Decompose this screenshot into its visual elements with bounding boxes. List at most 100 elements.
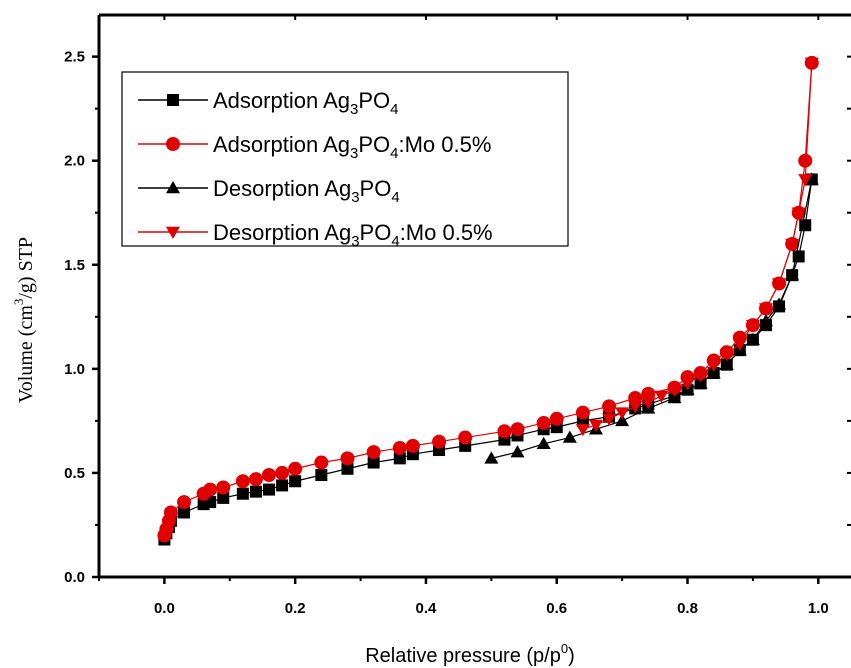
x-axis-title-end: ) bbox=[568, 645, 575, 667]
y-axis-title-pre: Volume (cm bbox=[15, 305, 37, 403]
legend-marker bbox=[166, 137, 180, 151]
data-point bbox=[706, 366, 721, 379]
data-point bbox=[588, 419, 603, 433]
data-point bbox=[804, 57, 819, 70]
x-tick-label: 0.6 bbox=[546, 600, 567, 617]
data-point bbox=[405, 438, 420, 453]
data-point bbox=[262, 468, 277, 483]
data-point bbox=[791, 207, 806, 220]
legend-entry: Adsorption Ag3PO4:Mo 0.5% bbox=[138, 132, 491, 162]
data-point bbox=[393, 452, 406, 465]
data-point bbox=[798, 174, 813, 187]
data-point bbox=[667, 384, 682, 397]
y-tick-label: 0.0 bbox=[64, 569, 85, 586]
y-tick-label: 0.5 bbox=[64, 465, 85, 482]
x-axis-title-sup: 0 bbox=[561, 641, 568, 656]
x-tick-label: 0.8 bbox=[677, 600, 698, 617]
data-point bbox=[575, 423, 590, 437]
data-point bbox=[615, 407, 630, 420]
data-point bbox=[732, 338, 747, 351]
data-point bbox=[667, 390, 682, 404]
data-point bbox=[693, 369, 708, 383]
x-tick-label: 1.0 bbox=[808, 600, 829, 617]
data-point bbox=[163, 505, 178, 520]
data-point bbox=[745, 319, 760, 333]
legend-label: Adsorption Ag3PO4 bbox=[213, 88, 398, 118]
data-point bbox=[772, 297, 787, 310]
y-tick-label: 2.0 bbox=[64, 153, 85, 170]
y-axis-title: Volume (cm3/g) STP bbox=[11, 237, 37, 403]
data-point bbox=[804, 172, 819, 185]
y-tick-label: 1.5 bbox=[64, 257, 85, 274]
legend-box bbox=[121, 71, 569, 247]
data-point bbox=[758, 313, 773, 327]
data-point bbox=[314, 455, 329, 470]
data-point bbox=[510, 445, 525, 458]
x-axis-title-main: Relative pressure (p/p bbox=[365, 645, 561, 667]
x-tick-label: 0.4 bbox=[416, 600, 438, 617]
data-point bbox=[236, 487, 249, 500]
x-tick-label: 0.0 bbox=[154, 600, 175, 617]
data-point bbox=[772, 278, 787, 291]
legend-marker bbox=[167, 94, 179, 106]
data-point bbox=[615, 413, 630, 427]
series-layer bbox=[157, 55, 819, 546]
legend-entry: Desorption Ag3PO4 bbox=[138, 176, 400, 206]
data-point bbox=[392, 440, 407, 455]
data-point bbox=[549, 411, 564, 426]
data-point bbox=[263, 483, 276, 496]
data-point bbox=[575, 405, 590, 420]
data-point bbox=[203, 482, 218, 497]
data-point bbox=[367, 456, 380, 469]
data-point bbox=[785, 238, 800, 251]
data-point bbox=[602, 413, 617, 426]
legend-label: Desorption Ag3PO4 bbox=[213, 176, 400, 206]
data-point bbox=[680, 378, 695, 391]
x-axis-title: Relative pressure (p/p0) bbox=[365, 641, 575, 667]
data-point bbox=[745, 332, 760, 345]
data-point bbox=[510, 422, 525, 437]
y-axis-title-post: /g) STP bbox=[15, 237, 37, 299]
data-point bbox=[758, 303, 773, 316]
data-point bbox=[432, 434, 447, 449]
data-point bbox=[458, 430, 473, 445]
data-point bbox=[289, 475, 302, 488]
data-point bbox=[216, 480, 231, 495]
data-point bbox=[340, 451, 355, 466]
series-triangle-up bbox=[484, 172, 819, 464]
data-point bbox=[315, 469, 328, 482]
data-point bbox=[178, 506, 191, 519]
legend-marker bbox=[166, 226, 180, 239]
legend-entry: Adsorption Ag3PO4 bbox=[138, 88, 398, 118]
data-point bbox=[536, 415, 551, 430]
data-point bbox=[562, 430, 577, 443]
data-point bbox=[497, 424, 512, 439]
x-axis: 0.0 0.2 0.4 0.6 0.8 1.0 bbox=[98, 15, 829, 617]
data-point bbox=[248, 472, 263, 487]
data-point bbox=[641, 396, 656, 410]
data-point bbox=[177, 495, 192, 510]
x-tick-label: 0.2 bbox=[285, 600, 306, 617]
data-point bbox=[275, 465, 290, 480]
y-axis: 0.0 0.5 1.0 1.5 2.0 2.5 bbox=[64, 49, 851, 586]
legend-label: Adsorption Ag3PO4:Mo 0.5% bbox=[213, 132, 491, 162]
legend-marker bbox=[166, 181, 180, 194]
data-point bbox=[719, 357, 734, 370]
data-point bbox=[249, 485, 262, 498]
legend-entry: Desorption Ag3PO4:Mo 0.5% bbox=[138, 220, 493, 250]
data-point bbox=[366, 445, 381, 460]
series-triangle-down bbox=[575, 57, 819, 437]
data-point bbox=[288, 461, 303, 476]
data-point bbox=[217, 491, 230, 504]
data-point bbox=[798, 153, 813, 168]
data-point bbox=[706, 359, 721, 372]
data-point bbox=[785, 268, 800, 281]
data-point bbox=[693, 376, 708, 389]
y-tick-label: 2.5 bbox=[64, 49, 85, 66]
data-point bbox=[628, 401, 643, 414]
data-point bbox=[276, 479, 289, 492]
y-tick-label: 1.0 bbox=[64, 361, 85, 378]
series-circle bbox=[157, 55, 819, 543]
y-axis-title-sup: 3 bbox=[11, 299, 26, 306]
